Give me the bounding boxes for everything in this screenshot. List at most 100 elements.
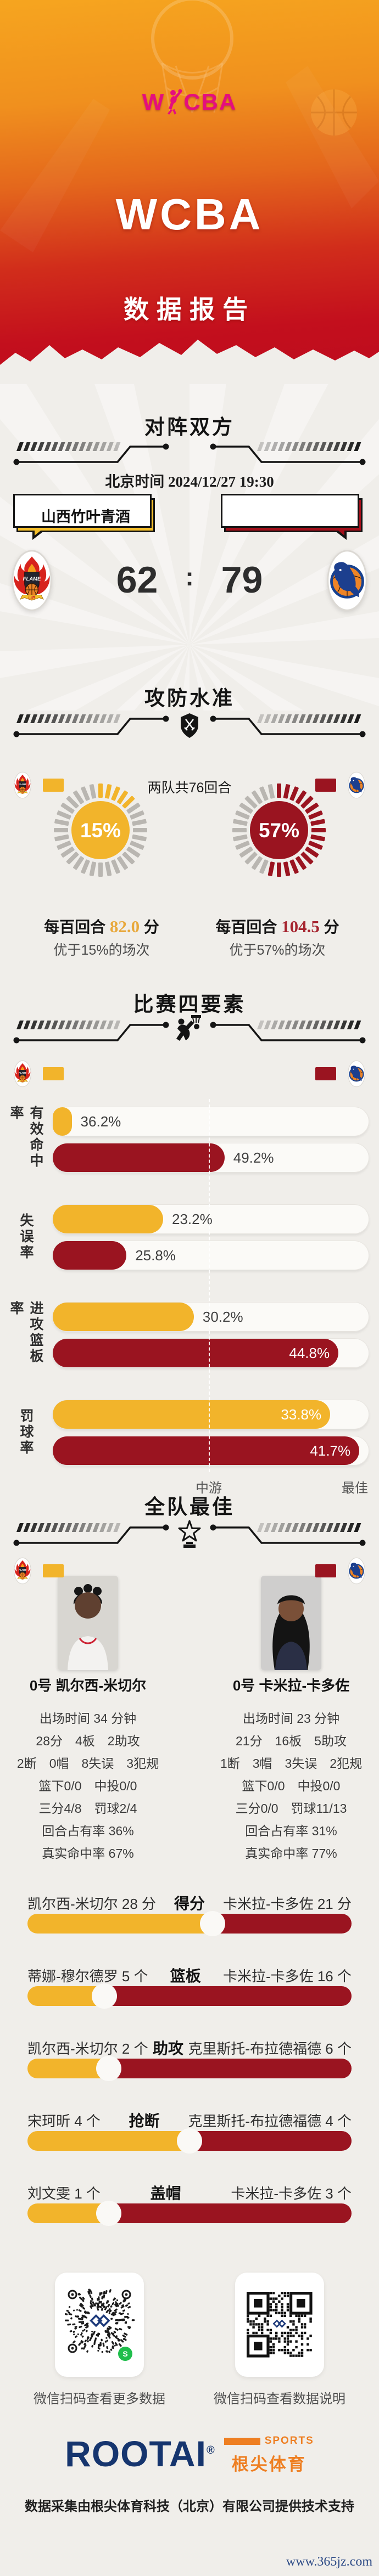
section-title-matchup: 对阵双方 [144, 416, 235, 438]
factor-bar-away [53, 1436, 360, 1465]
brand-chinese-name: 根尖体育 [231, 2455, 306, 2474]
brand-orange-bar [224, 2437, 260, 2445]
compare-away-label: 克里斯托-布拉德福德 4 个 [188, 2113, 352, 2129]
report-title: WCBA [115, 190, 264, 239]
home-color-swatch [43, 1067, 64, 1080]
factor-bar-home [53, 1205, 164, 1233]
home-color-swatch [43, 779, 64, 792]
away-team-logo-small [347, 1557, 366, 1585]
away-color-swatch [315, 1067, 336, 1080]
section-title-four-factors: 比赛四要素 [133, 993, 246, 1016]
divider-matchup [13, 442, 366, 465]
away-best-player-stats: 出场时间 23 分钟 21分 16板 5助攻 1断 3帽 3失误 2犯规 篮下0/0 … [203, 1707, 379, 1865]
compare-bar-notch [96, 2201, 121, 2226]
home-per100-line: 每百回合 82.0 分 [44, 917, 159, 936]
away-rating-donut: 57% [232, 783, 326, 877]
site-watermark: www.365jz.com [286, 2555, 372, 2569]
compare-category: 盖帽 [150, 2185, 181, 2202]
rootai-logo: ROOTAI® SPORTS 根尖体育 [0, 2425, 379, 2479]
factor-track-away: 41.7% [53, 1436, 369, 1465]
compare-category: 篮板 [170, 1968, 201, 1985]
qr-card-more-data: S [55, 2273, 144, 2377]
compare-bar [27, 2128, 352, 2154]
league-logo-w: W [142, 89, 165, 115]
section-title-offense-defense: 攻防水准 [144, 687, 235, 709]
compare-bar-notch [199, 1911, 225, 1936]
home-per100-value: 82.0 [109, 917, 140, 936]
compare-row-labels: 蒂娜-穆尔德罗 5 个 篮板 卡米拉-卡多佐 16 个 [27, 1964, 352, 1986]
report-subtitle: 数据报告 [124, 295, 255, 324]
home-best-player-photo [58, 1576, 118, 1670]
player-stat-line: 回合占有率 36% [42, 1824, 134, 1838]
away-best-player-name: 0号 卡米拉-卡多佐 [232, 1677, 350, 1694]
divider-offense-defense [13, 713, 366, 738]
player-stat-line: 三分0/0 罚球11/13 [235, 1801, 347, 1816]
factor-bar-home [53, 1107, 72, 1136]
factor-label: 罚球率 [18, 1408, 34, 1456]
factor-track-away: 25.8% [53, 1241, 369, 1270]
player-stat-line: 出场时间 23 分钟 [242, 1711, 340, 1726]
player-stat-line: 真实命中率 77% [245, 1846, 337, 1861]
home-best-player-name: 0号 凯尔西-米切尔 [29, 1677, 147, 1694]
compare-home-label: 宋珂昕 4 个 [27, 2113, 101, 2129]
home-score: 62 [116, 559, 158, 601]
factor-label: 失误率 [18, 1213, 34, 1261]
axis-label-best: 最佳 [342, 1481, 368, 1496]
factor-bar-home [53, 1303, 194, 1331]
compare-row-labels: 凯尔西-米切尔 28 分 得分 卡米拉-卡多佐 21 分 [27, 1892, 352, 1914]
compare-bar [27, 1983, 352, 2009]
qr-right-caption: 微信扫码查看数据说明 [214, 2392, 345, 2406]
factor-value-away: 25.8% [135, 1247, 176, 1264]
compare-bar-away [108, 2203, 352, 2223]
divider-four-factors [13, 1015, 366, 1044]
compare-bar-home [27, 1986, 105, 2006]
trophy-star-icon [178, 1520, 201, 1548]
compare-bar-home [27, 2131, 190, 2151]
compare-home-label: 凯尔西-米切尔 2 个 [27, 2040, 148, 2057]
compare-away-label: 卡米拉-卡多佐 21 分 [222, 1896, 352, 1912]
factor-value-away: 49.2% [233, 1149, 274, 1166]
compare-bar-away [190, 2131, 352, 2151]
factor-bar-away [53, 1339, 339, 1367]
league-logo-player-icon [168, 89, 182, 115]
home-team-logo-small [13, 1557, 32, 1585]
compare-bar [27, 2201, 352, 2226]
player-stat-line: 篮下0/0 中投0/0 [242, 1779, 341, 1793]
factor-label: 有效命中率 [8, 1106, 43, 1169]
factor-track-home: 33.8% [53, 1400, 369, 1429]
divider-team-best [13, 1520, 366, 1548]
home-rating-donut: 15% [54, 783, 147, 877]
home-better-than: 优于15%的场次 [53, 943, 150, 958]
compare-bar-home [27, 2203, 109, 2223]
legend-row-team-best [0, 1557, 379, 1586]
player-stat-line: 三分4/8 罚球2/4 [38, 1801, 137, 1816]
factor-value-away: 44.8% [289, 1345, 330, 1361]
factor-track-away: 44.8% [53, 1338, 369, 1368]
torn-paper-edge [0, 340, 379, 384]
compare-away-label: 卡米拉-卡多佐 3 个 [231, 2185, 352, 2202]
away-team-logo-small [347, 1060, 366, 1087]
away-team-name: 上海浦发银行 [249, 508, 338, 525]
factor-track-away: 49.2% [53, 1143, 369, 1173]
compare-row-labels: 宋珂昕 4 个 抢断 克里斯托-布拉德福德 4 个 [27, 2109, 352, 2131]
player-stat-line: 出场时间 34 分钟 [39, 1711, 137, 1726]
player-stat-line: 真实命中率 67% [42, 1846, 134, 1861]
player-stat-line: 21分 16板 5助攻 [236, 1734, 347, 1748]
compare-bar [27, 1911, 352, 1936]
away-score: 79 [221, 559, 263, 601]
away-percentile: 57% [259, 819, 299, 842]
compare-category: 助攻 [152, 2040, 183, 2057]
player-stat-line: 篮下0/0 中投0/0 [38, 1779, 137, 1793]
home-team-name: 山西竹叶青酒 [41, 508, 130, 525]
away-per100-line: 每百回合 104.5 分 [215, 917, 339, 936]
compare-away-label: 克里斯托-布拉德福德 6 个 [188, 2040, 352, 2057]
league-logo-cba: CBA [183, 89, 237, 115]
compare-bar-away [104, 1986, 352, 2006]
away-color-swatch [315, 779, 336, 792]
player-stat-line: 1断 3帽 3失误 2犯规 [220, 1756, 363, 1771]
compare-category: 抢断 [129, 2112, 160, 2129]
factor-bar-home [53, 1400, 331, 1429]
factor-label: 进攻篮板率 [8, 1301, 43, 1365]
compare-bar-home [27, 2059, 109, 2078]
